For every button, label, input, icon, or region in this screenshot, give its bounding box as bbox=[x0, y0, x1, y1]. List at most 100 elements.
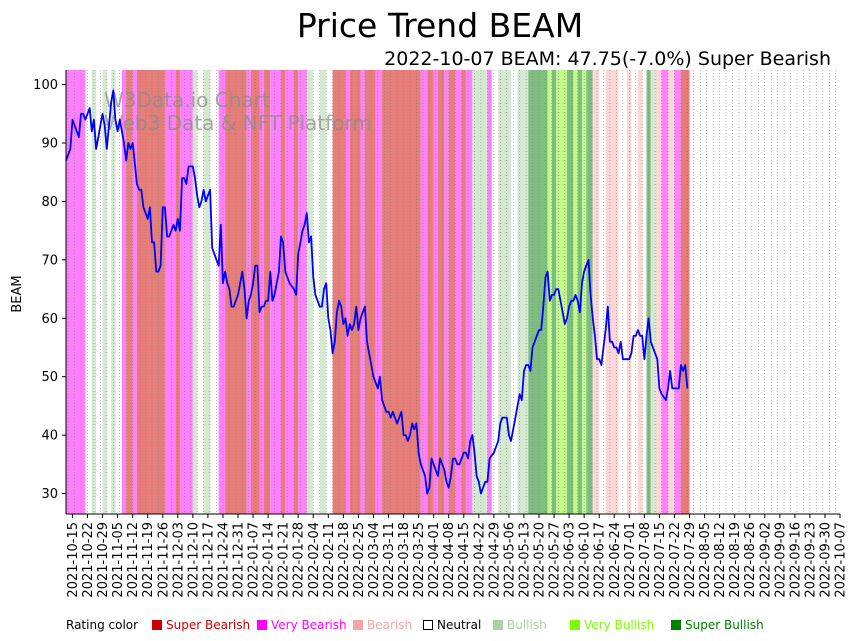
rating-band-super-bullish bbox=[528, 70, 548, 514]
x-tick-label: 2021-11-19 bbox=[141, 522, 156, 598]
x-tick-labels: 2021-10-15 2021-10-22 2021-10-29 2021-11-05… bbox=[66, 514, 849, 598]
rating-band-bearish bbox=[668, 70, 675, 514]
price-line-layer bbox=[65, 89, 689, 495]
watermark-line-2: Web3 Data & NFT Platform bbox=[104, 111, 372, 135]
watermark-line-1: W3Data.io Chart bbox=[104, 88, 270, 112]
x-tick-label: 2022-05-06 bbox=[502, 522, 517, 598]
rating-band-super-bearish bbox=[382, 70, 421, 514]
rating-band-very-bearish bbox=[375, 70, 383, 514]
y-tick-label: 90 bbox=[41, 137, 58, 152]
x-tick-label: 2022-03-18 bbox=[397, 522, 412, 598]
rating-band-very-bearish bbox=[674, 70, 681, 514]
x-tick-label: 2022-04-15 bbox=[457, 522, 472, 598]
x-tick-label: 2022-10-07 bbox=[834, 522, 849, 598]
rating-band-super-bearish bbox=[136, 70, 165, 514]
rating-band-bullish bbox=[498, 70, 512, 514]
y-tick-label: 70 bbox=[41, 253, 58, 268]
x-tick-label: 2022-03-11 bbox=[382, 522, 397, 598]
rating-band-very-bullish bbox=[556, 70, 567, 514]
rating-band-very-bearish bbox=[218, 70, 226, 514]
x-tick-label: 2022-07-22 bbox=[668, 522, 683, 598]
rating-band-super-bearish bbox=[263, 70, 271, 514]
rating-band-very-bearish bbox=[487, 70, 492, 514]
rating-band-bullish bbox=[102, 70, 107, 514]
x-tick-label: 2021-10-29 bbox=[96, 522, 111, 598]
x-tick-label: 2022-02-04 bbox=[307, 522, 322, 598]
rating-band-very-bearish bbox=[420, 70, 428, 514]
legend-label-bearish: Bearish bbox=[367, 618, 412, 632]
legend-label-neutral: Neutral bbox=[437, 618, 481, 632]
y-tick-label: 50 bbox=[41, 370, 58, 385]
x-tick-label: 2022-04-08 bbox=[442, 522, 457, 598]
x-tick-label: 2022-05-27 bbox=[548, 522, 563, 598]
legend-swatch-neutral bbox=[423, 620, 433, 630]
rating-band-super-bearish bbox=[281, 70, 286, 514]
rating-band-very-bearish bbox=[121, 70, 127, 514]
x-tick-label: 2022-08-05 bbox=[698, 522, 713, 598]
legend-swatch-bearish bbox=[353, 620, 363, 630]
rating-legend: Rating color Super Bearish Very Bearish Be… bbox=[66, 618, 764, 632]
axes bbox=[65, 70, 840, 515]
x-tick-label: 2022-08-26 bbox=[743, 522, 758, 598]
x-tick-label: 2022-06-17 bbox=[593, 522, 608, 598]
x-tick-label: 2022-03-04 bbox=[367, 522, 382, 598]
y-tick-label: 40 bbox=[41, 429, 58, 444]
legend-label-very-bullish: Very Bullish bbox=[584, 618, 654, 632]
x-tick-label: 2021-12-24 bbox=[216, 522, 231, 598]
rating-band-super-bearish bbox=[437, 70, 445, 514]
chart-title: Price Trend BEAM bbox=[297, 6, 583, 45]
rating-band-super-bearish bbox=[448, 70, 456, 514]
x-tick-label: 2022-01-14 bbox=[262, 522, 277, 598]
x-tick-label: 2022-07-15 bbox=[653, 522, 668, 598]
x-tick-label: 2022-09-30 bbox=[818, 522, 833, 598]
x-gridlines bbox=[67, 70, 836, 514]
x-tick-label: 2021-12-03 bbox=[171, 522, 186, 598]
x-tick-label: 2022-07-08 bbox=[638, 522, 653, 598]
rating-band-very-bearish bbox=[164, 70, 176, 514]
legend-swatch-bullish bbox=[493, 620, 503, 630]
rating-band-very-bearish bbox=[285, 70, 294, 514]
x-tick-label: 2022-08-19 bbox=[728, 522, 743, 598]
x-tick-label: 2022-02-11 bbox=[322, 522, 337, 598]
y-tick-label: 60 bbox=[41, 312, 58, 327]
rating-band-bullish bbox=[306, 70, 314, 514]
x-tick-label: 2022-04-22 bbox=[472, 522, 487, 598]
rating-band-very-bearish bbox=[66, 70, 86, 514]
x-tick-label: 2022-06-24 bbox=[608, 522, 623, 598]
legend-label-very-bearish: Very Bearish bbox=[271, 618, 347, 632]
x-tick-label: 2022-09-09 bbox=[773, 522, 788, 598]
x-tick-label: 2021-11-05 bbox=[111, 522, 126, 598]
rating-band-bearish bbox=[655, 70, 662, 514]
rating-band-very-bearish bbox=[345, 70, 350, 514]
legend-label-super-bullish: Super Bullish bbox=[685, 618, 764, 632]
rating-band-very-bearish bbox=[179, 70, 193, 514]
x-tick-label: 2021-10-22 bbox=[81, 522, 96, 598]
rating-band-bullish bbox=[192, 70, 198, 514]
rating-band-bearish bbox=[605, 70, 619, 514]
rating-band-super-bullish bbox=[577, 70, 582, 514]
x-tick-label: 2021-12-10 bbox=[186, 522, 201, 598]
rating-band-bullish bbox=[472, 70, 488, 514]
x-tick-label: 2022-09-16 bbox=[788, 522, 803, 598]
rating-band-bullish bbox=[517, 70, 529, 514]
rating-band-very-bearish bbox=[298, 70, 307, 514]
rating-band-very-bearish bbox=[360, 70, 365, 514]
rating-band-super-bullish bbox=[566, 70, 574, 514]
rating-band-very-bearish bbox=[661, 70, 668, 514]
x-tick-label: 2022-07-01 bbox=[623, 522, 638, 598]
x-tick-label: 2022-09-02 bbox=[758, 522, 773, 598]
price-line bbox=[65, 89, 689, 495]
legend-swatch-very-bullish bbox=[570, 620, 580, 630]
rating-band-very-bullish bbox=[573, 70, 578, 514]
x-tick-label: 2022-01-07 bbox=[247, 522, 262, 598]
x-tick-label: 2022-06-10 bbox=[578, 522, 593, 598]
legend-label-super-bearish: Super Bearish bbox=[166, 618, 250, 632]
rating-band-very-bearish bbox=[465, 70, 473, 514]
rating-band-super-bullish bbox=[551, 70, 557, 514]
x-tick-label: 2021-11-26 bbox=[156, 522, 171, 598]
rating-band-super-bearish bbox=[364, 70, 376, 514]
y-tick-labels: 30 40 50 60 70 80 90 100 bbox=[33, 78, 66, 502]
rating-band-bearish bbox=[637, 70, 643, 514]
rating-band-very-bearish bbox=[444, 70, 449, 514]
